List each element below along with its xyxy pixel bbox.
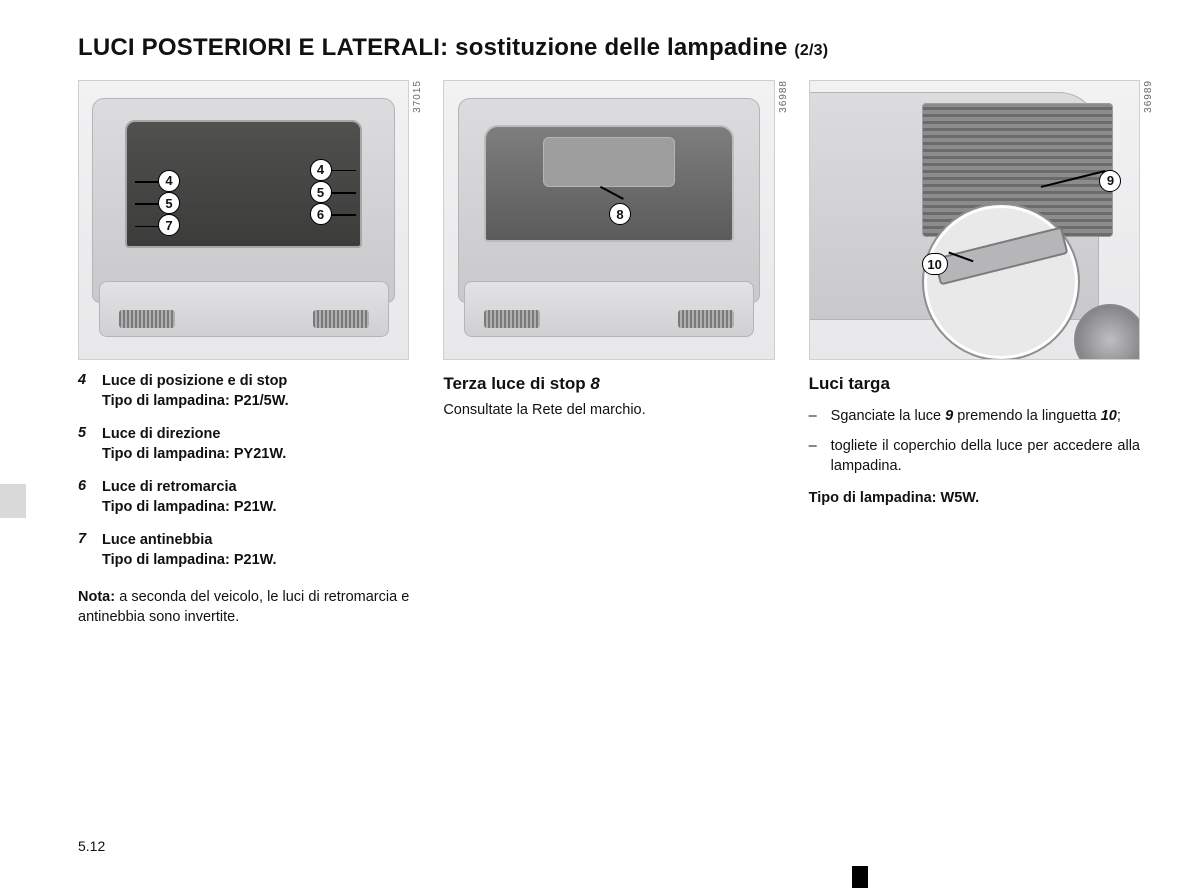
t: premendo la linguetta bbox=[953, 408, 1101, 424]
bulb-type: Tipo di lampadina: PY21W. bbox=[102, 445, 286, 465]
title-sub: sostituzione delle lampadine bbox=[455, 34, 787, 61]
bulb-num: 6 bbox=[78, 478, 92, 517]
leader bbox=[329, 170, 355, 172]
vent-right-1 bbox=[313, 310, 369, 328]
col-1: 37015 4 5 7 bbox=[78, 80, 409, 627]
title-main: LUCI POSTERIORI E LATERALI: bbox=[78, 34, 448, 61]
callout-5r: 5 bbox=[310, 181, 332, 203]
bulb-list: 4 Luce di posizione e di stop Tipo di la… bbox=[78, 372, 409, 585]
bulb-num: 5 bbox=[78, 425, 92, 464]
figure-3-wrap: 36989 9 10 bbox=[809, 80, 1140, 360]
col-2: 36988 8 Terza luce di stop 8 Consultate … bbox=[443, 80, 774, 420]
page-title: LUCI POSTERIORI E LATERALI: sostituzione… bbox=[78, 34, 1140, 62]
dash-icon: – bbox=[809, 406, 821, 426]
step-1: – Sganciate la luce 9 premendo la lingue… bbox=[809, 406, 1140, 426]
figure-3-ref: 36989 bbox=[1143, 80, 1154, 113]
step-2: – togliete il coperchio della luce per a… bbox=[809, 436, 1140, 476]
figure-3: 9 10 bbox=[809, 80, 1140, 360]
bulb-label: Luce di retromarcia Tipo di lampadina: P… bbox=[102, 478, 277, 517]
leader bbox=[329, 214, 355, 216]
bulb-type: Tipo di lampadina: P21W. bbox=[102, 551, 277, 571]
page-number: 5.12 bbox=[78, 838, 105, 854]
bumper-1 bbox=[99, 281, 389, 337]
callout-9: 9 bbox=[1099, 170, 1121, 192]
vent-left-2 bbox=[484, 310, 540, 328]
side-tab bbox=[0, 484, 26, 518]
note-label: Nota: bbox=[78, 589, 115, 605]
bulb-name: Luce di retromarcia bbox=[102, 479, 237, 495]
figure-1-wrap: 37015 4 5 7 bbox=[78, 80, 409, 360]
bulb-item-4: 4 Luce di posizione e di stop Tipo di la… bbox=[78, 372, 409, 411]
bulb-num: 4 bbox=[78, 372, 92, 411]
leader bbox=[135, 226, 158, 228]
bulb-item-5: 5 Luce di direzione Tipo di lampadina: P… bbox=[78, 425, 409, 464]
t: ; bbox=[1117, 408, 1121, 424]
note-text: a seconda del veicolo, le luci di retrom… bbox=[78, 589, 409, 625]
bulb-num: 7 bbox=[78, 531, 92, 570]
figure-2: 8 bbox=[443, 80, 774, 360]
ref: 10 bbox=[1101, 408, 1117, 424]
callout-4r: 4 bbox=[310, 159, 332, 181]
callout-4l: 4 bbox=[158, 170, 180, 192]
dash-icon: – bbox=[809, 436, 821, 476]
col-3: 36989 9 10 Luci targa – bbox=[809, 80, 1140, 506]
callout-10: 10 bbox=[922, 253, 948, 275]
bulb-label: Luce antinebbia Tipo di lampadina: P21W. bbox=[102, 531, 277, 570]
ref: 9 bbox=[945, 408, 953, 424]
col3-steps: – Sganciate la luce 9 premendo la lingue… bbox=[809, 406, 1140, 486]
columns: 37015 4 5 7 bbox=[78, 80, 1140, 627]
footer-crop-mark bbox=[852, 866, 868, 888]
step-2-text: togliete il coperchio della luce per acc… bbox=[831, 436, 1140, 476]
bulb-label: Luce di posizione e di stop Tipo di lamp… bbox=[102, 372, 289, 411]
figure-1-ref: 37015 bbox=[412, 80, 423, 113]
vent-left-1 bbox=[119, 310, 175, 328]
col2-body: Consultate la Rete del marchio. bbox=[443, 400, 774, 420]
bulb-name: Luce antinebbia bbox=[102, 532, 212, 548]
col3-heading: Luci targa bbox=[809, 374, 1140, 394]
col2-heading-text: Terza luce di stop bbox=[443, 374, 585, 393]
col2-heading: Terza luce di stop 8 bbox=[443, 374, 774, 394]
bulb-label: Luce di direzione Tipo di lampadina: PY2… bbox=[102, 425, 286, 464]
note: Nota: a seconda del veicolo, le luci di … bbox=[78, 587, 409, 627]
figure-2-ref: 36988 bbox=[778, 80, 789, 113]
bulb-type: Tipo di lampadina: P21/5W. bbox=[102, 392, 289, 412]
leader bbox=[135, 203, 158, 205]
t: Sganciate la luce bbox=[831, 408, 945, 424]
bulb-item-6: 6 Luce di retromarcia Tipo di lampadina:… bbox=[78, 478, 409, 517]
bulb-name: Luce di direzione bbox=[102, 426, 220, 442]
figure-1: 4 5 7 4 5 6 bbox=[78, 80, 409, 360]
callout-6r: 6 bbox=[310, 203, 332, 225]
title-paren: (2/3) bbox=[794, 42, 828, 59]
seats bbox=[543, 137, 675, 187]
vent-right-2 bbox=[678, 310, 734, 328]
bulb-item-7: 7 Luce antinebbia Tipo di lampadina: P21… bbox=[78, 531, 409, 570]
bulb-name: Luce di posizione e di stop bbox=[102, 373, 287, 389]
col3-bulb-type: Tipo di lampadina: W5W. bbox=[809, 490, 1140, 506]
col2-heading-ref: 8 bbox=[590, 374, 599, 393]
leader bbox=[329, 192, 355, 194]
leader bbox=[135, 181, 158, 183]
figure-2-wrap: 36988 8 bbox=[443, 80, 774, 360]
bulb-type: Tipo di lampadina: P21W. bbox=[102, 498, 277, 518]
step-1-text: Sganciate la luce 9 premendo la linguett… bbox=[831, 406, 1121, 426]
bumper-2 bbox=[464, 281, 754, 337]
manual-page: LUCI POSTERIORI E LATERALI: sostituzione… bbox=[0, 0, 1200, 888]
